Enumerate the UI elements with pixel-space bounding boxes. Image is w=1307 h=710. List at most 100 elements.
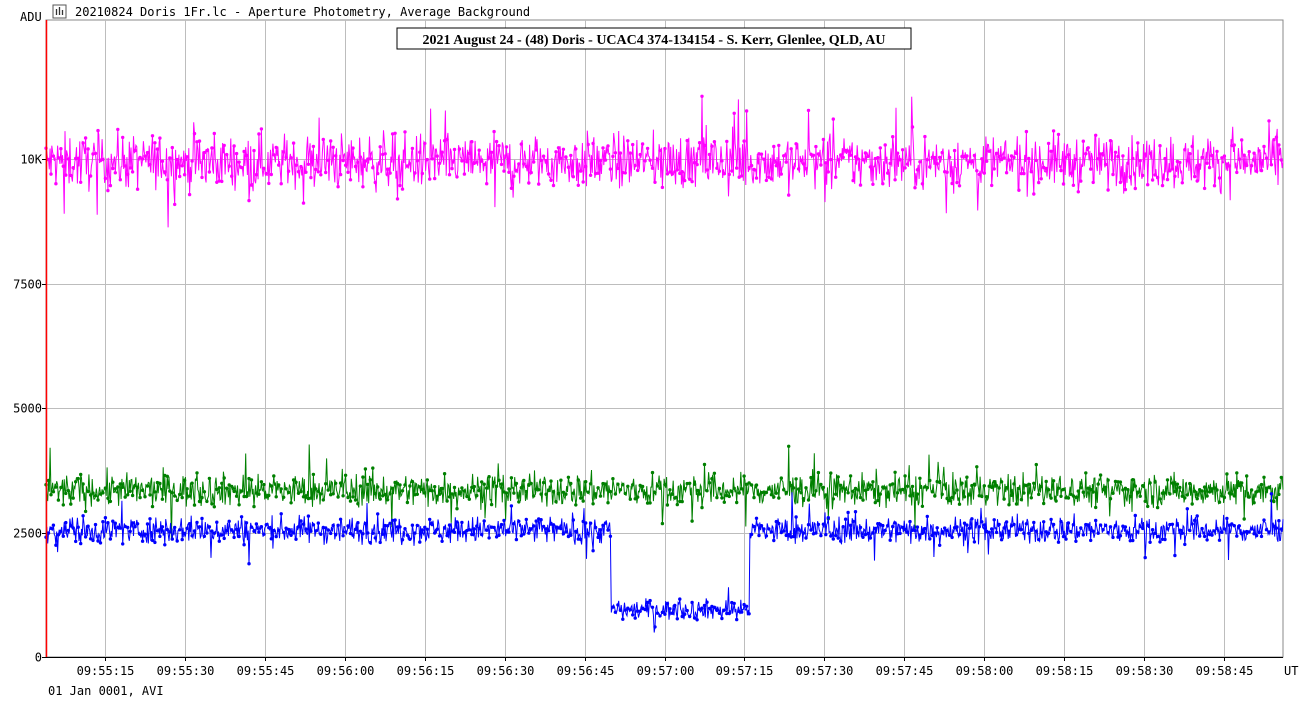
data-point <box>806 523 811 527</box>
data-point <box>1103 523 1108 528</box>
data-point <box>534 148 538 152</box>
data-point <box>913 186 917 190</box>
data-point <box>509 504 514 508</box>
data-point <box>628 497 632 501</box>
data-point <box>883 528 887 533</box>
data-point <box>492 129 496 134</box>
data-point <box>1138 159 1142 163</box>
y-tick-label: 10K <box>20 153 42 167</box>
data-point <box>1014 151 1019 156</box>
data-point <box>1217 538 1222 542</box>
data-point <box>618 151 623 155</box>
data-point <box>821 522 826 526</box>
data-point <box>244 494 249 499</box>
data-point <box>425 157 429 162</box>
data-point <box>645 501 650 505</box>
data-point <box>1069 529 1073 534</box>
data-point <box>1019 527 1024 532</box>
data-point <box>977 172 981 177</box>
data-point <box>160 525 165 529</box>
data-point <box>71 166 75 170</box>
data-point <box>175 539 179 543</box>
data-point <box>1049 149 1053 153</box>
data-point <box>368 157 372 161</box>
data-point <box>165 474 169 478</box>
data-point <box>262 532 266 536</box>
data-point <box>259 127 264 131</box>
data-point <box>138 532 142 536</box>
data-point <box>1222 154 1227 158</box>
data-point <box>49 172 53 176</box>
data-point <box>529 481 533 486</box>
data-point <box>408 162 412 166</box>
data-point <box>363 159 368 163</box>
data-point <box>910 484 915 489</box>
data-point <box>1279 475 1284 480</box>
data-point <box>839 153 843 157</box>
data-point <box>425 478 429 482</box>
data-point <box>398 183 402 188</box>
data-point <box>705 600 709 604</box>
data-point <box>353 498 358 502</box>
data-point <box>336 185 340 189</box>
data-point <box>480 159 484 163</box>
data-point <box>334 154 338 158</box>
data-point <box>1217 176 1222 180</box>
data-point <box>1004 171 1009 175</box>
data-point <box>514 481 519 486</box>
data-point <box>608 534 613 538</box>
data-point <box>737 491 741 495</box>
data-point <box>467 497 471 501</box>
data-point <box>707 606 712 611</box>
data-point <box>284 487 288 491</box>
data-point <box>940 150 944 155</box>
data-point <box>180 164 184 168</box>
data-point <box>913 528 917 533</box>
data-point <box>158 534 162 539</box>
data-point <box>420 528 424 532</box>
data-point <box>51 523 56 527</box>
data-point <box>717 486 722 491</box>
data-point <box>933 155 937 160</box>
data-point <box>955 180 959 185</box>
data-point <box>1022 491 1026 495</box>
data-point <box>541 480 546 485</box>
data-point <box>286 527 291 532</box>
data-point <box>475 524 479 528</box>
data-point <box>1185 159 1190 163</box>
data-point <box>767 487 771 491</box>
data-point <box>685 138 689 143</box>
data-point <box>135 522 140 526</box>
data-point <box>101 520 105 524</box>
data-point <box>178 528 182 532</box>
data-point <box>665 503 670 507</box>
data-point <box>712 471 717 475</box>
data-point <box>1071 494 1076 498</box>
data-point <box>113 521 118 525</box>
data-point <box>517 500 521 504</box>
data-point <box>192 503 197 507</box>
data-point <box>806 108 811 113</box>
data-point <box>311 472 316 477</box>
data-point <box>442 526 447 530</box>
data-point <box>222 143 226 148</box>
data-point <box>212 131 216 136</box>
data-point <box>1205 494 1209 498</box>
data-point <box>707 152 712 157</box>
data-point <box>1195 179 1199 183</box>
data-point <box>130 493 135 498</box>
data-point <box>361 475 365 479</box>
data-point <box>829 534 833 538</box>
data-point <box>1163 537 1167 542</box>
data-point <box>299 489 303 494</box>
data-point <box>430 489 434 493</box>
data-point <box>549 479 553 483</box>
data-point <box>410 146 415 151</box>
data-point <box>581 519 585 524</box>
data-point <box>376 171 380 176</box>
data-point <box>762 157 766 161</box>
data-point <box>385 524 390 528</box>
data-point <box>418 540 422 544</box>
data-point <box>1259 168 1264 173</box>
data-point <box>915 492 920 496</box>
